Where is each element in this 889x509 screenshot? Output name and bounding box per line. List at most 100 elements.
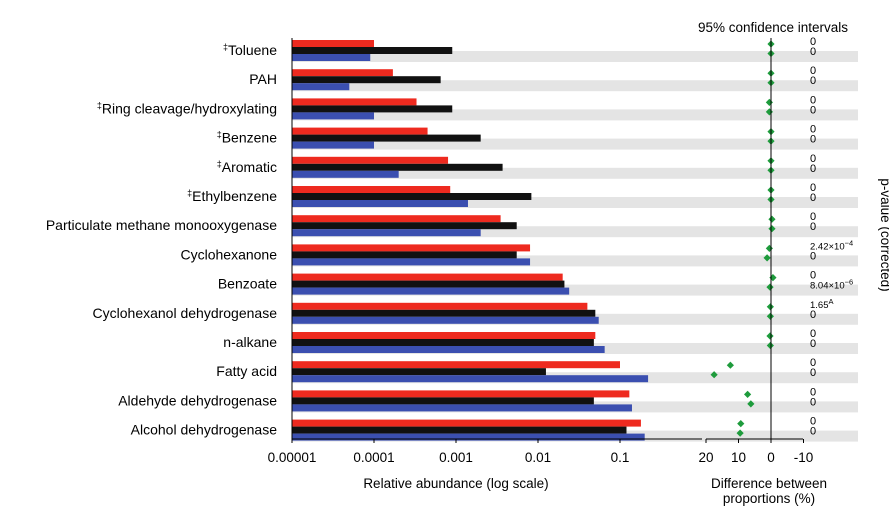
ci-point (769, 274, 777, 282)
x-tick-label: 0.01 (525, 450, 551, 465)
bar (292, 375, 649, 383)
bar (292, 40, 374, 47)
x-axis-title: Relative abundance (log scale) (363, 476, 548, 491)
bar (292, 339, 594, 346)
category-label: ‡Aromatic (217, 159, 277, 175)
p-value: 0 (810, 367, 816, 379)
category-mark: ‡ (187, 188, 192, 198)
ci-point (737, 420, 745, 428)
bar (292, 287, 570, 295)
bar (292, 273, 563, 281)
category-label: Cyclohexanol dehydrogenase (93, 305, 278, 321)
ci-point (747, 400, 755, 408)
row-band (292, 226, 858, 238)
bar (292, 69, 393, 77)
p-value: 0 (810, 211, 816, 223)
category-label: Benzoate (218, 276, 277, 292)
x-axis: 0.00001 0.0001 0.001 0.01 0.1 (268, 38, 702, 465)
ci-point (766, 312, 774, 320)
bar (292, 141, 374, 149)
x-tick-label: 0.001 (439, 450, 473, 465)
bar (292, 397, 594, 405)
bar (292, 390, 630, 398)
bar (292, 47, 453, 54)
bar (292, 170, 399, 178)
p-value-axis-title: p-value (corrected) (878, 178, 889, 291)
ci-point (765, 244, 773, 252)
bar (292, 419, 641, 427)
p-value: 0 (810, 36, 816, 48)
bar (292, 346, 605, 353)
category-label: Fatty acid (216, 363, 277, 379)
category-label: ‡Ethylbenzene (187, 188, 277, 204)
row-band (292, 51, 858, 62)
row-band (292, 255, 858, 267)
p-value: 0 (810, 309, 816, 321)
bar (292, 200, 468, 207)
bar-layer (292, 40, 649, 441)
p-value: 0 (810, 221, 816, 233)
ci-tick-label: 0 (767, 450, 775, 465)
bar (292, 229, 481, 237)
ci-axis-title-line-1: Difference between (711, 476, 827, 491)
bar (292, 426, 627, 434)
bar (292, 186, 451, 193)
p-value: 0 (810, 94, 816, 106)
row-band (292, 138, 858, 150)
p-value: 0 (810, 65, 816, 77)
p-value: 0 (810, 153, 816, 165)
p-value: 0 (810, 396, 816, 408)
x-tick-label: 0.00001 (268, 450, 317, 465)
ci-point (726, 361, 734, 369)
bar (292, 316, 599, 324)
p-value: 8.04×10−6 (810, 278, 853, 292)
ci-panel-title: 95% confidence intervals (698, 20, 848, 35)
category-label: Aldehyde dehydrogenase (118, 392, 277, 408)
bar (292, 134, 481, 142)
bar (292, 54, 371, 61)
p-value: 1.65A (810, 297, 834, 311)
p-value: 0 (810, 192, 816, 204)
p-value: 0 (810, 134, 816, 146)
bar (292, 332, 596, 339)
p-value: 0 (810, 357, 816, 369)
p-value: 2.42×10−4 (810, 238, 853, 252)
bar (292, 368, 546, 376)
p-value: 0 (810, 270, 816, 282)
ci-tick-label: 10 (731, 450, 746, 465)
bar (292, 83, 350, 91)
category-label: PAH (249, 71, 277, 87)
p-value: 0 (810, 124, 816, 136)
bar (292, 244, 531, 252)
bar (292, 222, 517, 230)
p-value: 0 (810, 75, 816, 87)
category-label: n-alkane (223, 334, 277, 350)
row-band (292, 80, 858, 92)
ci-tick-label: 20 (698, 450, 713, 465)
bar (292, 280, 565, 288)
p-value: 0 (810, 416, 816, 428)
x-tick-label: 0.0001 (353, 450, 394, 465)
ci-tick-label: -10 (794, 450, 814, 465)
category-mark: ‡ (223, 42, 228, 52)
bar (292, 98, 417, 106)
ci-axis-title-line-2: proportions (%) (723, 491, 815, 506)
bar (292, 258, 531, 266)
bar (292, 105, 453, 113)
ci-point (763, 254, 771, 262)
p-value: 0 (810, 426, 816, 438)
bar (292, 309, 596, 317)
ci-point (766, 283, 774, 291)
ci-panel: 20 10 0 -10 (698, 38, 813, 465)
p-value: 0 (810, 328, 816, 340)
p-value: 0 (810, 386, 816, 398)
bar (292, 193, 532, 200)
p-value: 0 (810, 250, 816, 262)
x-tick-label: 0.1 (611, 450, 630, 465)
bar (292, 251, 517, 259)
category-label: Alcohol dehydrogenase (131, 422, 278, 438)
bar (292, 433, 645, 441)
p-values: 000000000000002.42×10−4008.04×10−61.65A0… (810, 36, 853, 438)
category-label: Particulate methane monooxygenase (46, 217, 277, 233)
